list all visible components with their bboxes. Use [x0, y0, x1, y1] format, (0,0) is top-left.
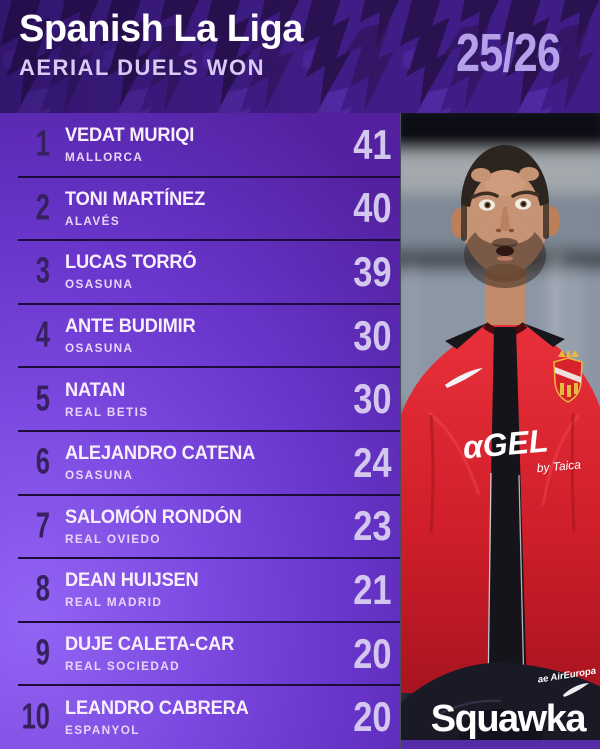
- player-name: SALOMÓN RONDÓN: [65, 506, 242, 528]
- stat-value: 23: [353, 502, 392, 550]
- player-name: VEDAT MURIQI: [65, 125, 195, 147]
- stat-value: 30: [353, 375, 392, 423]
- shorts-swoosh-icon: [563, 683, 589, 697]
- player-name: ALEJANDRO CATENA: [65, 443, 256, 465]
- leaderboard: 1 VEDAT MURIQI MALLORCA 41 2 TONI MARTÍN…: [0, 113, 400, 749]
- season-badge: 25/26: [455, 23, 561, 83]
- rank-number: 4: [35, 314, 50, 356]
- header: Spanish La Liga AERIAL DUELS WON 25/26: [0, 0, 600, 113]
- player-cell: ANTE BUDIMIR OSASUNA: [65, 316, 201, 355]
- player-cell: ALEJANDRO CATENA OSASUNA: [65, 443, 263, 482]
- rank-number: 10: [21, 696, 50, 737]
- leaderboard-row: 4 ANTE BUDIMIR OSASUNA 30: [0, 302, 400, 368]
- player-name: DUJE CALETA-CAR: [65, 634, 235, 656]
- stat-value: 39: [353, 247, 392, 295]
- stat-value: 20: [353, 693, 392, 741]
- leaderboard-row: 10 LEANDRO CABRERA ESPANYOL 20: [0, 684, 400, 749]
- player-name: TONI MARTÍNEZ: [65, 188, 206, 210]
- player-cell: LEANDRO CABRERA ESPANYOL: [65, 698, 256, 737]
- stat-value: 30: [353, 311, 392, 359]
- player-name: LEANDRO CABRERA: [65, 697, 249, 719]
- player-name: NATAN: [65, 379, 126, 401]
- rank-number: 5: [35, 378, 50, 419]
- team-name: REAL BETIS: [65, 404, 149, 419]
- team-name: OSASUNA: [65, 277, 134, 292]
- nike-swoosh-icon: [445, 368, 483, 388]
- team-name: REAL OVIEDO: [65, 531, 161, 546]
- player-name: DEAN HUIJSEN: [65, 570, 199, 592]
- leaderboard-row: 7 SALOMÓN RONDÓN REAL OVIEDO 23: [0, 493, 400, 559]
- mallorca-crest-icon: [553, 349, 583, 403]
- team-name: ESPANYOL: [65, 722, 140, 737]
- team-name: OSASUNA: [65, 468, 134, 483]
- shirt-sponsor-sub-text: by Taica: [536, 457, 582, 475]
- player-cell: DEAN HUIJSEN REAL MADRID: [65, 570, 204, 609]
- stat-value: 40: [353, 184, 392, 232]
- leaderboard-row: 9 DUJE CALETA-CAR REAL SOCIEDAD 20: [0, 620, 400, 686]
- rank-number: 8: [35, 569, 50, 610]
- player-figure: αGEL by Taica ae AirEuropa: [401, 145, 600, 749]
- team-name: REAL SOCIEDAD: [65, 659, 180, 674]
- stat-value: 21: [353, 565, 392, 613]
- rank-number: 3: [35, 251, 50, 292]
- header-titles: Spanish La Liga AERIAL DUELS WON: [19, 8, 303, 81]
- leaderboard-row: 1 VEDAT MURIQI MALLORCA 41: [0, 113, 400, 177]
- leaderboard-row: 6 ALEJANDRO CATENA OSASUNA 24: [0, 429, 400, 495]
- flame-pattern-background: [0, 0, 600, 113]
- stat-value: 20: [353, 629, 392, 677]
- rank-number: 2: [35, 187, 50, 229]
- player-cell: TONI MARTÍNEZ ALAVÉS: [65, 189, 211, 228]
- leaderboard-row: 5 NATAN REAL BETIS 30: [0, 366, 400, 431]
- page-subtitle: AERIAL DUELS WON: [19, 54, 266, 80]
- player-photo: αGEL by Taica ae AirEuropa Squawka: [400, 113, 600, 749]
- leaderboard-row: 3 LUCAS TORRÓ OSASUNA 39: [0, 239, 400, 304]
- player-cell: NATAN REAL BETIS: [65, 380, 150, 419]
- leaderboard-row: 2 TONI MARTÍNEZ ALAVÉS 40: [0, 175, 400, 241]
- stat-value: 24: [353, 438, 392, 486]
- squawka-logo: Squawka: [430, 698, 587, 740]
- rank-number: 7: [35, 505, 50, 546]
- rank-number: 6: [35, 442, 50, 483]
- team-name: ALAVÉS: [65, 213, 121, 228]
- leaderboard-row: 8 DEAN HUIJSEN REAL MADRID 21: [0, 557, 400, 622]
- rank-number: 1: [35, 124, 50, 165]
- team-name: MALLORCA: [65, 150, 144, 165]
- team-name: OSASUNA: [65, 341, 134, 356]
- team-name: REAL MADRID: [65, 595, 163, 610]
- bottom-purple-strip: [401, 740, 600, 749]
- page-title: Spanish La Liga: [19, 8, 303, 50]
- player-name: LUCAS TORRÓ: [65, 252, 197, 274]
- player-cell: VEDAT MURIQI MALLORCA: [65, 125, 199, 164]
- player-cell: DUJE CALETA-CAR REAL SOCIEDAD: [65, 634, 241, 673]
- player-photo-illustration: αGEL by Taica ae AirEuropa: [401, 113, 600, 749]
- shirt-sponsor-text: αGEL: [461, 422, 549, 465]
- player-cell: LUCAS TORRÓ OSASUNA: [65, 252, 202, 291]
- player-cell: SALOMÓN RONDÓN REAL OVIEDO: [65, 507, 249, 546]
- rank-number: 9: [35, 632, 50, 674]
- player-name: ANTE BUDIMIR: [65, 316, 196, 338]
- stat-value: 41: [353, 120, 392, 168]
